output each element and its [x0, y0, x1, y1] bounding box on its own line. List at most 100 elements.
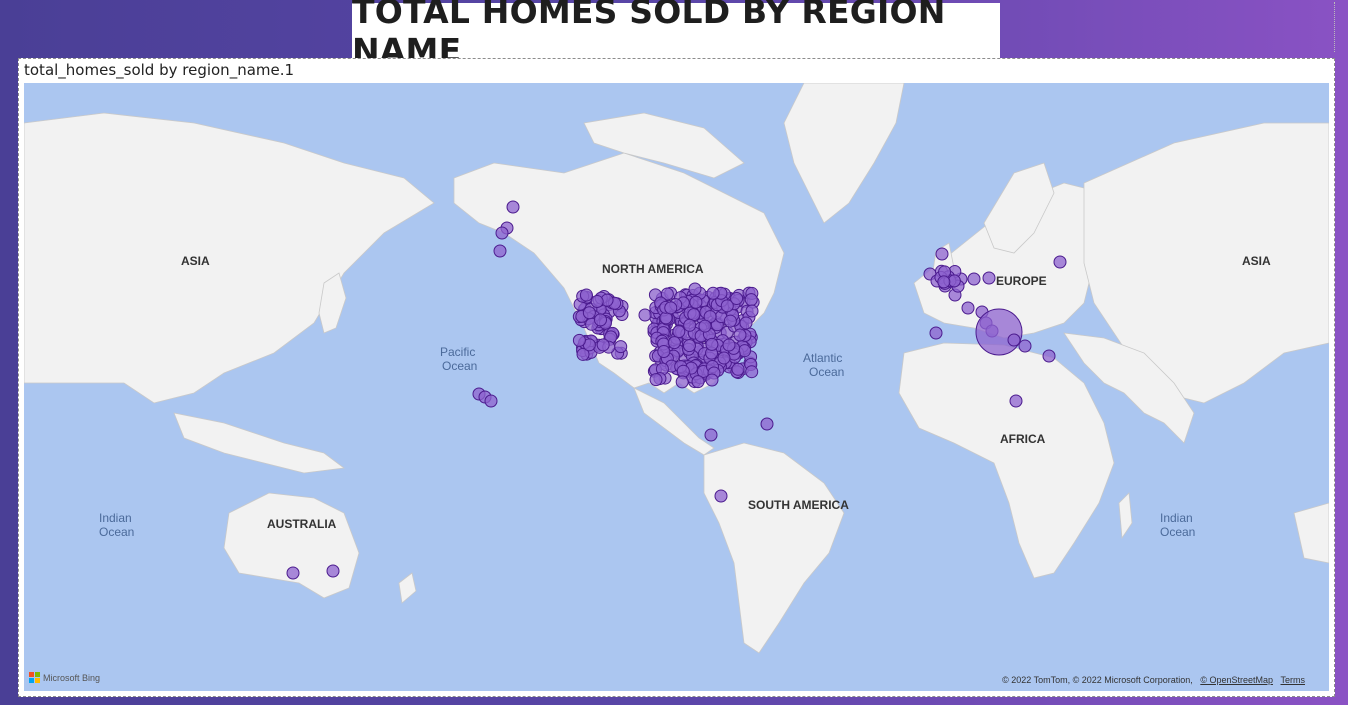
region-bubble[interactable]: [733, 328, 747, 342]
region-bubble[interactable]: [688, 282, 702, 296]
region-bubble[interactable]: [745, 304, 759, 318]
region-bubble[interactable]: [982, 271, 996, 285]
label-indian-e-2: Ocean: [1160, 525, 1195, 539]
label-atlantic-2: Ocean: [809, 365, 844, 379]
land-africa: [898, 342, 1115, 579]
region-bubble[interactable]: [614, 340, 628, 354]
land-central-america: [633, 387, 715, 456]
region-bubble[interactable]: [691, 375, 705, 389]
region-bubble[interactable]: [286, 566, 300, 580]
bing-label: Microsoft Bing: [43, 672, 101, 683]
region-bubble[interactable]: [675, 375, 689, 389]
region-bubble[interactable]: [760, 417, 774, 431]
map-attribution: © 2022 TomTom, © 2022 Microsoft Corporat…: [1002, 675, 1305, 685]
region-bubble[interactable]: [717, 351, 731, 365]
region-bubble[interactable]: [572, 333, 586, 347]
region-bubble[interactable]: [1009, 394, 1023, 408]
label-africa: AFRICA: [1000, 432, 1046, 446]
region-bubble[interactable]: [594, 313, 608, 327]
region-bubble[interactable]: [744, 293, 758, 307]
region-bubble[interactable]: [723, 314, 737, 328]
region-bubble[interactable]: [705, 373, 719, 387]
map-canvas[interactable]: ASIA ASIA NORTH AMERICA EUROPE AFRICA SO…: [24, 83, 1329, 691]
label-pacific-1: Pacific: [440, 345, 475, 359]
region-bubble[interactable]: [698, 319, 712, 333]
bubble-map[interactable]: ASIA ASIA NORTH AMERICA EUROPE AFRICA SO…: [24, 83, 1329, 691]
page-title: TOTAL HOMES SOLD BY REGION NAME: [352, 0, 946, 70]
region-bubble[interactable]: [1042, 349, 1056, 363]
region-bubble[interactable]: [582, 306, 596, 320]
land-middle-east: [1063, 332, 1195, 444]
land-asia-east: [1083, 122, 1329, 404]
land-indonesia: [173, 412, 346, 474]
region-bubble[interactable]: [667, 336, 681, 350]
microsoft-logo-icon: [29, 672, 40, 683]
map-labels: ASIA ASIA NORTH AMERICA EUROPE AFRICA SO…: [99, 254, 1271, 539]
region-bubble[interactable]: [590, 295, 604, 309]
region-bubble[interactable]: [484, 394, 498, 408]
label-indian-w-2: Ocean: [99, 525, 134, 539]
region-bubble[interactable]: [730, 291, 744, 305]
region-bubble[interactable]: [683, 318, 697, 332]
label-atlantic-1: Atlantic: [803, 351, 842, 365]
bing-attribution: Microsoft Bing: [29, 672, 100, 683]
region-bubble[interactable]: [975, 308, 1023, 356]
region-bubble[interactable]: [682, 339, 696, 353]
region-bubble[interactable]: [638, 308, 652, 322]
region-bubble[interactable]: [649, 373, 663, 387]
label-australia: AUSTRALIA: [267, 517, 337, 531]
map-visual[interactable]: total_homes_sold by region_name.1: [18, 58, 1335, 697]
region-bubble[interactable]: [929, 326, 943, 340]
label-indian-e-1: Indian: [1160, 511, 1193, 525]
region-bubble[interactable]: [745, 365, 759, 379]
label-europe: EUROPE: [996, 274, 1047, 288]
region-bubble[interactable]: [739, 316, 753, 330]
region-bubble[interactable]: [326, 564, 340, 578]
label-south-america: SOUTH AMERICA: [748, 498, 849, 512]
label-indian-w-1: Indian: [99, 511, 132, 525]
region-bubble[interactable]: [493, 244, 507, 258]
land-japan: [318, 272, 347, 334]
region-bubble[interactable]: [967, 272, 981, 286]
label-asia-east: ASIA: [1242, 254, 1271, 268]
region-bubble[interactable]: [935, 247, 949, 261]
land-asia-west: [24, 112, 435, 404]
region-bubble[interactable]: [506, 200, 520, 214]
region-bubble[interactable]: [961, 301, 975, 315]
canvas-edge: [1334, 2, 1336, 52]
region-bubble[interactable]: [664, 301, 678, 315]
land-arctic-islands: [583, 112, 745, 179]
land-east-edge: [1293, 502, 1329, 564]
land-australia: [223, 492, 360, 599]
attribution-osm-link[interactable]: © OpenStreetMap: [1200, 675, 1273, 685]
land-greenland: [783, 83, 905, 224]
land-new-zealand: [398, 572, 417, 604]
region-bubble[interactable]: [676, 364, 690, 378]
region-bubble[interactable]: [579, 288, 593, 302]
region-bubble[interactable]: [495, 226, 509, 240]
region-bubble[interactable]: [1007, 333, 1021, 347]
land-scandinavia: [983, 162, 1055, 254]
region-bubble[interactable]: [704, 428, 718, 442]
region-bubble[interactable]: [731, 362, 745, 376]
bubble-layer[interactable]: [286, 200, 1067, 580]
page-title-box: TOTAL HOMES SOLD BY REGION NAME: [352, 0, 1000, 70]
region-bubble[interactable]: [672, 325, 686, 339]
region-bubble[interactable]: [596, 338, 610, 352]
region-bubble[interactable]: [1053, 255, 1067, 269]
region-bubble[interactable]: [720, 299, 734, 313]
label-asia-west: ASIA: [181, 254, 210, 268]
visual-title: total_homes_sold by region_name.1: [24, 61, 295, 79]
label-pacific-2: Ocean: [442, 359, 477, 373]
region-bubble[interactable]: [1018, 339, 1032, 353]
region-bubble[interactable]: [689, 295, 703, 309]
region-bubble[interactable]: [657, 345, 671, 359]
region-bubble[interactable]: [706, 286, 720, 300]
region-bubble[interactable]: [705, 337, 719, 351]
region-bubble[interactable]: [714, 489, 728, 503]
attribution-text: © 2022 TomTom, © 2022 Microsoft Corporat…: [1002, 675, 1193, 685]
attribution-terms-link[interactable]: Terms: [1280, 675, 1306, 685]
region-bubble[interactable]: [937, 275, 951, 289]
region-bubble[interactable]: [722, 338, 736, 352]
land-south-america: [703, 442, 845, 654]
